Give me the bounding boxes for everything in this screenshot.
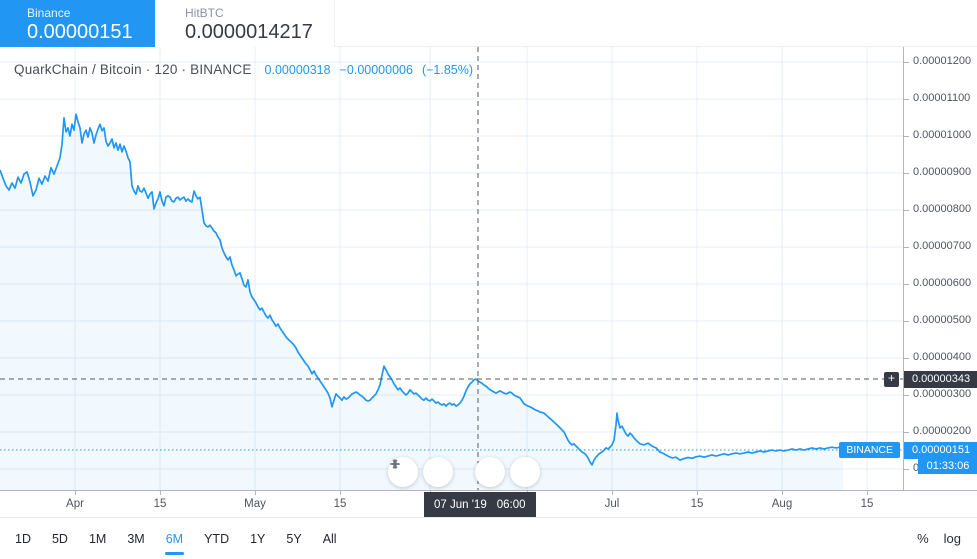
- y-axis-tick: [904, 173, 909, 174]
- quote-price: 0.0000014217: [185, 21, 313, 43]
- x-axis-tick: [160, 491, 161, 495]
- range-button-1y[interactable]: 1Y: [250, 531, 266, 546]
- chart-pane[interactable]: QuarkChain / Bitcoin · 120 · BINANCE 0.0…: [0, 47, 903, 490]
- grid-lines: [0, 47, 903, 490]
- pan-left-button[interactable]: [391, 457, 505, 487]
- series-label-binance: BINANCE: [839, 442, 900, 459]
- y-axis-label: 0.00000300: [913, 388, 972, 400]
- price-chart-svg[interactable]: [0, 47, 903, 490]
- y-axis-tick: [904, 247, 909, 248]
- chevron-right-icon: [392, 459, 399, 469]
- y-axis-tick: [904, 136, 909, 137]
- x-axis-label: 15: [690, 498, 704, 510]
- x-axis-label: 15: [333, 498, 347, 510]
- chart-nav-controls: [388, 457, 540, 487]
- range-button-all[interactable]: All: [322, 531, 337, 546]
- y-axis-label: 0.00001100: [913, 92, 971, 104]
- y-axis-label: 0.00001000: [913, 129, 972, 141]
- bar-countdown-badge: 01:33:06: [918, 459, 977, 475]
- price-change: −0.00000006: [339, 63, 413, 77]
- pan-right-button[interactable]: [392, 457, 540, 487]
- x-axis-label: Apr: [66, 498, 84, 510]
- quote-exchange-name: HitBTC: [185, 6, 224, 20]
- y-axis-tick: [904, 432, 909, 433]
- zoom-in-button[interactable]: [390, 457, 453, 487]
- crosshair-price-badge: 0.00000343: [904, 370, 977, 388]
- series-area: [0, 114, 843, 490]
- x-axis-tick: [255, 491, 256, 495]
- y-axis-label: 0.00000200: [913, 425, 972, 437]
- x-axis-label: 15: [860, 498, 874, 510]
- crosshair-time: 06:00: [496, 498, 526, 511]
- time-axis[interactable]: 07 Jun '19 06:00 Apr15May1517Jul15Aug15: [0, 490, 977, 517]
- add-alert-button[interactable]: +: [884, 370, 899, 387]
- zoom-out-button[interactable]: [388, 457, 418, 487]
- quote-exchange-name: Binance: [27, 6, 71, 20]
- quote-tab-hitbtc[interactable]: HitBTC 0.0000014217: [155, 0, 335, 47]
- y-axis-label: 0.00000800: [913, 203, 972, 215]
- y-axis-label: 0.00000700: [913, 240, 972, 252]
- y-axis-label: 0.00001200: [913, 55, 972, 67]
- x-axis-tick: [75, 491, 76, 495]
- range-button-5d[interactable]: 5D: [51, 531, 68, 546]
- y-axis-tick: [904, 99, 909, 100]
- y-axis-tick: [904, 284, 909, 285]
- bottom-toolbar: 1D 5D 1M 3M 6M YTD 1Y 5Y All % log: [0, 517, 977, 559]
- y-axis-tick: [904, 395, 909, 396]
- current-price-badge: 0.00000151: [904, 441, 977, 459]
- y-axis-label: 0.00000400: [913, 351, 972, 363]
- last-price: 0.00000318: [264, 63, 331, 77]
- symbol-values: 0.00000318 −0.00000006 (−1.85%): [265, 63, 473, 77]
- x-axis-label: Aug: [771, 498, 793, 510]
- y-axis-tick: [904, 62, 909, 63]
- y-axis-tick: [904, 358, 909, 359]
- x-axis-tick: [782, 491, 783, 495]
- series-line: [0, 113, 844, 466]
- y-axis-label: 0.00000500: [913, 314, 972, 326]
- price-change-percent: (−1.85%): [421, 63, 474, 77]
- crosshair-date: 07 Jun '19: [434, 498, 487, 511]
- date-range-buttons: 1D 5D 1M 3M 6M YTD 1Y 5Y All: [14, 530, 338, 555]
- x-axis-tick: [612, 491, 613, 495]
- plus-icon: +: [887, 370, 895, 385]
- quote-tab-binance[interactable]: Binance 0.00000151: [0, 0, 155, 47]
- watchlist-tab-bar: Binance 0.00000151 HitBTC 0.0000014217: [0, 0, 977, 47]
- range-button-ytd[interactable]: YTD: [204, 531, 230, 546]
- percent-scale-button[interactable]: %: [917, 531, 929, 546]
- range-button-1m[interactable]: 1M: [88, 531, 107, 546]
- y-axis-label: 0.00000900: [913, 166, 972, 178]
- x-axis-tick: [697, 491, 698, 495]
- y-axis-tick: [904, 469, 909, 470]
- log-scale-button[interactable]: log: [943, 531, 961, 546]
- range-button-6m[interactable]: 6M: [164, 531, 185, 555]
- x-axis-label: Jul: [604, 498, 620, 510]
- crosshair-date-tooltip: 07 Jun '19 06:00: [424, 492, 536, 517]
- quote-price: 0.00000151: [27, 21, 133, 43]
- scale-buttons: % log: [917, 531, 961, 546]
- x-axis-tick: [867, 491, 868, 495]
- range-button-5y[interactable]: 5Y: [286, 531, 302, 546]
- price-axis[interactable]: 0.00000343 0.00000151 01:33:06 0.0000120…: [903, 47, 977, 517]
- y-axis-tick: [904, 210, 909, 211]
- x-axis-label: May: [244, 498, 266, 510]
- range-button-1d[interactable]: 1D: [15, 531, 31, 546]
- crosshair: [0, 47, 903, 490]
- symbol-title[interactable]: QuarkChain / Bitcoin · 120 · BINANCE: [14, 62, 252, 77]
- y-axis-tick: [904, 321, 909, 322]
- chart-legend: QuarkChain / Bitcoin · 120 · BINANCE 0.0…: [14, 62, 473, 77]
- x-axis-tick: [340, 491, 341, 495]
- x-axis-label: 15: [153, 498, 167, 510]
- range-button-3m[interactable]: 3M: [127, 531, 145, 546]
- y-axis-label: 0.00000600: [913, 277, 972, 289]
